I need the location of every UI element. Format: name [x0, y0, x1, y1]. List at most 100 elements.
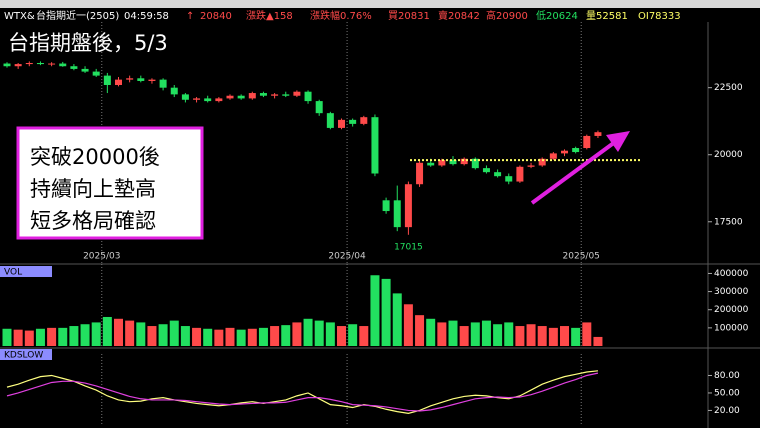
candle-body: [259, 93, 267, 96]
volume-bar: [47, 327, 57, 346]
volume-bar: [169, 320, 179, 346]
candle-body: [159, 79, 167, 88]
volume-bar: [426, 318, 436, 346]
candle-body: [137, 78, 145, 81]
candle-body: [449, 160, 457, 165]
volume-bar: [281, 325, 291, 346]
volume-bar: [370, 275, 380, 346]
time: 04:59:58: [124, 11, 169, 22]
volume-bar: [292, 322, 302, 346]
volume-bar: [91, 322, 101, 346]
symbol: WTX&: [4, 11, 35, 22]
volume-bar: [415, 315, 425, 346]
change: 漲跌▲158: [246, 9, 293, 22]
candle-body: [14, 64, 22, 67]
candle-body: [538, 158, 546, 166]
high: 高20900: [486, 9, 528, 22]
candle-body: [594, 132, 602, 136]
bid: 買20831: [388, 10, 430, 22]
info-bar: [0, 8, 760, 22]
candle-body: [103, 75, 111, 85]
candle-body: [460, 158, 468, 165]
candle-body: [349, 119, 357, 124]
panel-title: VOL: [4, 268, 22, 278]
x-tick-label: 2025/03: [83, 252, 120, 262]
open-interest: OI78333: [638, 11, 681, 22]
chart-title: 台指期盤後，5/3: [8, 31, 168, 55]
volume-bar: [270, 326, 280, 346]
callout-text: 持續向上墊高: [30, 177, 156, 201]
volume-bar: [481, 320, 491, 346]
y-tick-label: 400000: [714, 269, 749, 279]
volume-bar: [571, 327, 581, 346]
candle-body: [293, 91, 301, 96]
panel-title: KDSLOW: [4, 351, 43, 361]
arrow-shaft: [530, 140, 617, 205]
candle-body: [382, 200, 390, 212]
volume-bar: [247, 328, 257, 346]
candle-body: [304, 91, 312, 102]
y-tick-label: 17500: [714, 217, 743, 227]
candle-body: [170, 87, 178, 95]
candle-body: [70, 66, 78, 69]
volume-bar: [392, 293, 402, 346]
candle-body: [338, 119, 345, 128]
volume-bar: [203, 328, 213, 346]
volume-bar: [125, 320, 135, 346]
candle-body: [25, 63, 33, 65]
volume-bar: [403, 304, 413, 346]
volume-bar: [69, 326, 79, 346]
volume-bar: [448, 320, 458, 346]
volume-bar: [493, 324, 503, 346]
candle-body: [92, 71, 100, 76]
volume-bar: [459, 326, 469, 346]
candle-body: [326, 113, 334, 128]
y-tick-label: 100000: [714, 323, 749, 333]
x-tick-label: 2025/04: [328, 252, 366, 262]
candle-body: [416, 162, 424, 185]
y-tick-label: 50.00: [714, 388, 740, 398]
y-tick-label: 20000: [714, 150, 743, 160]
volume-bar: [2, 328, 12, 346]
volume-bar: [180, 326, 190, 346]
toolbar: [0, 0, 760, 8]
volume-bar: [236, 329, 246, 346]
candle-body: [48, 63, 56, 65]
candle-body: [36, 63, 44, 65]
candle-body: [360, 117, 368, 124]
candle-body: [371, 117, 379, 174]
volume-bar: [526, 324, 536, 346]
y-tick-label: 20.00: [714, 406, 740, 416]
volume-bar: [114, 318, 123, 346]
candle-body: [438, 160, 446, 166]
volume-bar: [504, 322, 514, 346]
arrow-head: [606, 131, 630, 152]
candle-body: [81, 68, 89, 72]
y-tick-label: 300000: [714, 287, 749, 297]
contract: 台指期近一(2505): [36, 9, 119, 22]
candle-body: [549, 153, 557, 159]
candle-body: [181, 94, 189, 100]
panel-tab: [0, 349, 52, 360]
callout-text: 短多格局確認: [30, 209, 156, 233]
candle-body: [126, 78, 134, 80]
kd-line: [6, 370, 599, 414]
volume-bar: [225, 327, 235, 346]
candle-body: [583, 135, 591, 149]
volume-bar: [35, 328, 45, 346]
candle-body: [482, 168, 490, 173]
x-tick-label: 2025/05: [563, 252, 600, 262]
candle-body: [527, 165, 535, 167]
last: 20840: [200, 11, 232, 22]
callout-text: 突破20000後: [30, 145, 160, 169]
volume-bar: [548, 327, 558, 346]
volume-bar: [537, 326, 547, 346]
low: 低20624: [536, 9, 578, 22]
direction: ↑: [186, 11, 194, 22]
candle-body: [516, 166, 524, 182]
volume-bar: [214, 329, 224, 346]
candle-body: [404, 184, 412, 228]
volume-bar: [13, 329, 23, 346]
kd-line: [6, 372, 599, 412]
volume-bar: [102, 316, 112, 346]
